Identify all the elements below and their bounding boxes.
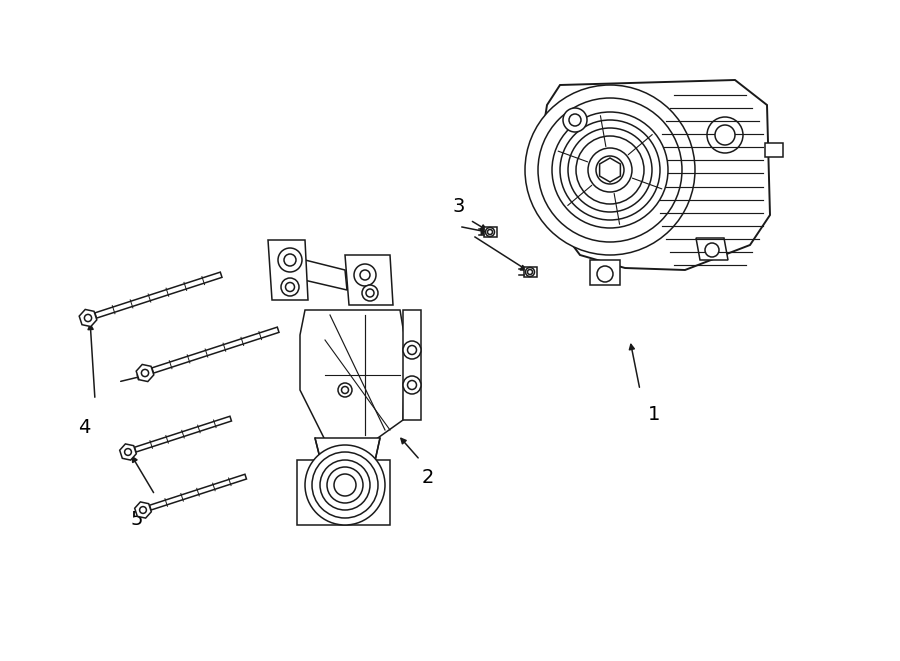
Circle shape xyxy=(552,112,668,228)
Circle shape xyxy=(124,449,131,455)
Circle shape xyxy=(576,136,644,204)
Polygon shape xyxy=(300,310,405,440)
Circle shape xyxy=(305,445,385,525)
Circle shape xyxy=(327,467,363,503)
Polygon shape xyxy=(599,158,620,182)
Text: 4: 4 xyxy=(78,418,90,437)
Text: 2: 2 xyxy=(422,468,435,487)
Polygon shape xyxy=(403,310,421,420)
Circle shape xyxy=(312,452,378,518)
Circle shape xyxy=(408,346,417,354)
Circle shape xyxy=(334,474,356,496)
Polygon shape xyxy=(524,267,536,277)
Polygon shape xyxy=(345,255,393,305)
Circle shape xyxy=(360,270,370,280)
Circle shape xyxy=(366,289,374,297)
Circle shape xyxy=(354,264,376,286)
Circle shape xyxy=(408,381,417,389)
Circle shape xyxy=(569,114,581,126)
Circle shape xyxy=(526,268,535,276)
Circle shape xyxy=(403,376,421,394)
Circle shape xyxy=(281,278,299,296)
Polygon shape xyxy=(540,80,770,270)
Circle shape xyxy=(485,227,494,237)
Polygon shape xyxy=(136,364,154,381)
Polygon shape xyxy=(483,227,497,237)
Circle shape xyxy=(488,229,492,235)
Circle shape xyxy=(362,285,378,301)
Circle shape xyxy=(563,108,587,132)
Circle shape xyxy=(538,98,682,242)
Circle shape xyxy=(568,128,652,212)
Circle shape xyxy=(596,156,624,184)
Polygon shape xyxy=(315,438,380,470)
Polygon shape xyxy=(590,260,620,285)
Circle shape xyxy=(707,117,743,153)
Circle shape xyxy=(85,315,92,322)
Circle shape xyxy=(588,148,632,192)
Polygon shape xyxy=(79,309,97,327)
Circle shape xyxy=(403,341,421,359)
Text: 5: 5 xyxy=(130,510,142,529)
Circle shape xyxy=(338,383,352,397)
Polygon shape xyxy=(268,240,308,300)
Polygon shape xyxy=(135,502,151,518)
Polygon shape xyxy=(304,260,347,290)
Circle shape xyxy=(527,270,533,274)
Polygon shape xyxy=(94,272,222,318)
Text: 1: 1 xyxy=(648,405,661,424)
Polygon shape xyxy=(134,416,231,452)
Circle shape xyxy=(140,506,147,514)
Polygon shape xyxy=(120,444,136,460)
Circle shape xyxy=(284,254,296,266)
Circle shape xyxy=(715,125,735,145)
Polygon shape xyxy=(696,238,728,260)
Circle shape xyxy=(320,460,370,510)
Circle shape xyxy=(597,266,613,282)
Circle shape xyxy=(341,387,348,393)
Circle shape xyxy=(560,120,660,220)
Polygon shape xyxy=(149,474,247,510)
Polygon shape xyxy=(152,327,279,373)
Circle shape xyxy=(603,163,617,177)
Circle shape xyxy=(525,85,695,255)
Polygon shape xyxy=(765,143,783,157)
Circle shape xyxy=(285,282,294,292)
Text: 3: 3 xyxy=(452,197,464,216)
Circle shape xyxy=(705,243,719,257)
Circle shape xyxy=(278,248,302,272)
Circle shape xyxy=(141,369,149,377)
